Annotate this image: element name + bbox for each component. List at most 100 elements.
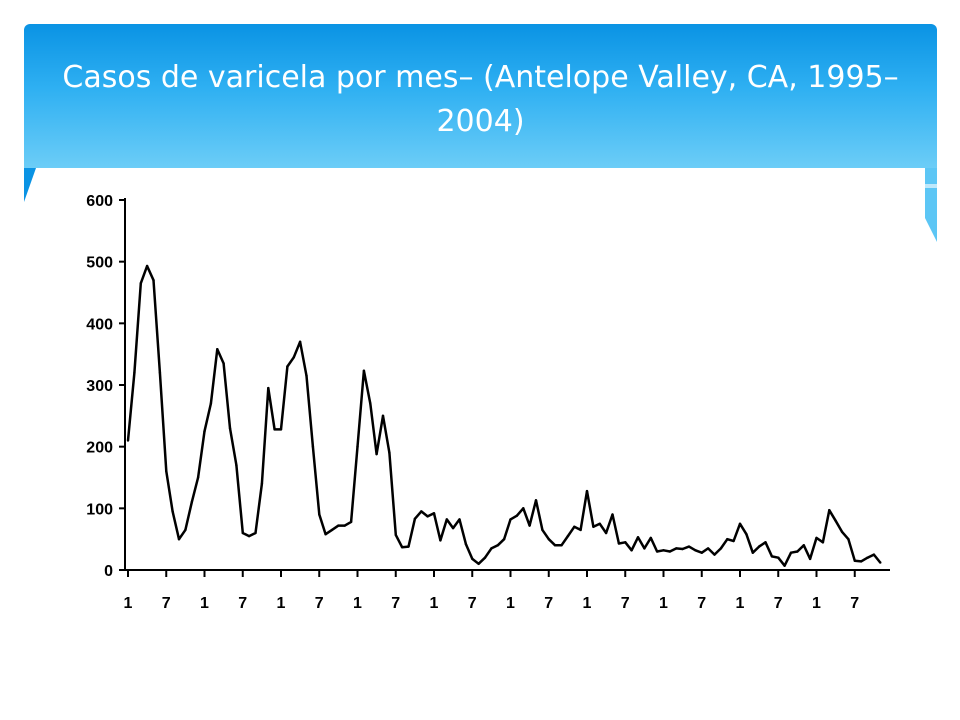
x-tick-label: 1 (812, 595, 821, 612)
data-point (279, 428, 283, 431)
data-point (611, 513, 614, 516)
data-point (604, 531, 608, 535)
data-point (324, 533, 327, 536)
data-point (541, 528, 544, 532)
slide-title: Casos de varicela por mes– (Antelope Val… (62, 60, 899, 139)
data-point (694, 549, 697, 552)
data-point (260, 482, 264, 485)
series-line (126, 264, 882, 567)
y-tick-label: 400 (86, 316, 113, 333)
data-point (777, 556, 780, 559)
data-point (796, 550, 799, 553)
data-point (643, 547, 646, 550)
data-point (802, 544, 805, 547)
data-point (834, 519, 837, 522)
x-tick-label: 1 (583, 595, 592, 612)
data-point (579, 528, 582, 532)
data-point (286, 365, 289, 368)
data-point (573, 525, 576, 528)
data-point (770, 555, 774, 558)
data-point (566, 534, 570, 538)
data-point (247, 534, 251, 538)
data-point (222, 362, 225, 365)
data-point (407, 545, 410, 548)
data-point (318, 513, 321, 516)
data-point (847, 538, 850, 541)
data-point (241, 531, 244, 535)
data-point (432, 512, 436, 515)
x-tick-label: 1 (659, 595, 668, 612)
data-point (840, 530, 844, 533)
data-point (668, 550, 672, 553)
data-point (254, 531, 257, 535)
data-point (745, 533, 748, 536)
data-point (133, 371, 136, 374)
data-point (451, 526, 455, 530)
data-point (228, 427, 232, 430)
data-point (789, 551, 793, 554)
data-point (547, 538, 550, 541)
data-point (420, 510, 423, 513)
data-point (655, 550, 659, 553)
data-point (866, 556, 869, 559)
data-point (139, 282, 142, 285)
data-point (649, 536, 652, 540)
data-point (394, 533, 397, 537)
data-point (585, 489, 589, 493)
x-tick-label: 7 (315, 595, 324, 612)
x-tick-label: 1 (124, 595, 133, 612)
data-point (700, 551, 703, 554)
chart-svg: 0 100 200 300 400 500 600 1 7 1 7 1 7 1 7 1 7 1 7 1 7 1 7 1 7 1 7 (86, 193, 890, 612)
y-tick-label: 300 (86, 378, 113, 395)
data-point (764, 541, 767, 544)
data-point (349, 520, 353, 524)
data-point (534, 499, 538, 502)
data-point (751, 551, 754, 554)
data-point (732, 539, 735, 543)
data-point (267, 386, 270, 390)
data-point (356, 445, 359, 448)
data-point (369, 402, 372, 405)
data-point (426, 515, 429, 518)
data-point (177, 538, 181, 541)
data-point (298, 340, 302, 343)
x-axis-ticks: 1 7 1 7 1 7 1 7 1 7 1 7 1 7 1 7 1 7 1 7 (124, 570, 859, 612)
x-tick-label: 7 (468, 595, 477, 612)
data-point (853, 559, 856, 562)
data-point (821, 541, 825, 544)
title-banner (24, 24, 937, 168)
x-tick-label: 1 (277, 595, 286, 612)
data-point (662, 549, 665, 552)
data-point (757, 545, 761, 548)
data-point (165, 470, 168, 473)
y-axis-ticks: 0 100 200 300 400 500 600 (86, 193, 125, 580)
data-point (675, 547, 678, 550)
data-point (706, 547, 710, 550)
data-point (184, 528, 187, 532)
x-tick-label: 7 (544, 595, 553, 612)
data-point (592, 525, 595, 528)
data-point (528, 524, 531, 527)
data-point (439, 539, 442, 542)
data-point (502, 538, 506, 541)
data-points (126, 264, 882, 567)
data-point (152, 279, 155, 282)
data-point (196, 476, 200, 479)
data-point (726, 538, 729, 541)
data-point (375, 452, 378, 456)
data-point (879, 561, 882, 564)
x-tick-label: 1 (353, 595, 362, 612)
accent-strip (24, 168, 937, 242)
data-point (719, 547, 723, 550)
data-point (413, 517, 417, 520)
x-tick-label: 7 (697, 595, 706, 612)
data-point (458, 518, 461, 521)
data-point (553, 544, 557, 547)
data-point (598, 522, 601, 525)
x-tick-label: 7 (774, 595, 783, 612)
data-point (145, 264, 149, 268)
x-tick-label: 7 (162, 595, 171, 612)
data-point (362, 369, 366, 372)
data-point (209, 402, 213, 405)
data-point (483, 556, 487, 559)
